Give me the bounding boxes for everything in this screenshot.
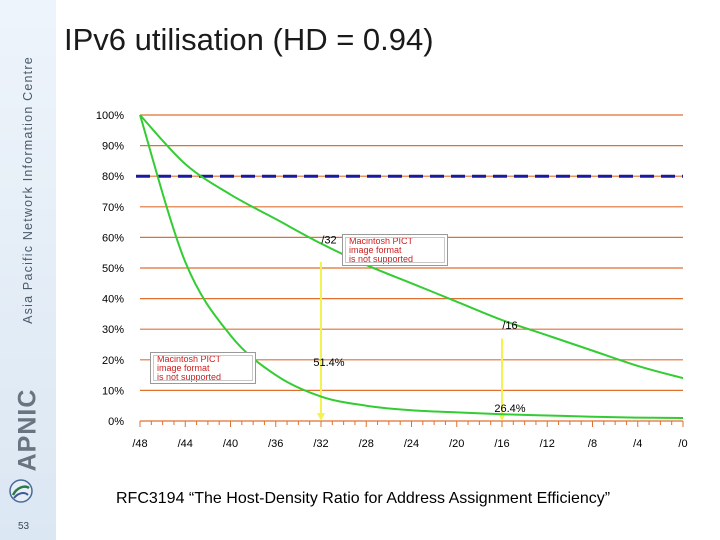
caption: RFC3194 “The Host-Density Ratio for Addr… (116, 490, 611, 507)
annotation-label: 51.4% (313, 357, 344, 369)
annotation-label: /32 (321, 235, 336, 247)
y-tick-label: 20% (102, 355, 124, 367)
x-tick-label: /44 (178, 438, 193, 450)
page-title: IPv6 utilisation (HD = 0.94) (64, 22, 434, 57)
drop-marker-arrow (317, 413, 325, 421)
y-tick-label: 0% (108, 416, 124, 428)
placeholder-line1: Macintosh PICT (157, 354, 222, 364)
placeholder-line2: image format (157, 363, 210, 373)
placeholder-line1: Macintosh PICT (349, 236, 414, 246)
y-tick-label: 30% (102, 324, 124, 336)
x-tick-label: /24 (404, 438, 419, 450)
y-tick-label: 10% (102, 385, 124, 397)
y-tick-label: 40% (102, 294, 124, 306)
x-tick-label: /28 (359, 438, 374, 450)
image-placeholder-1: Macintosh PICT image format is not suppo… (342, 234, 448, 266)
annotation-label: /16 (502, 320, 517, 332)
sidebar: Asia Pacific Network Information Centre … (0, 0, 56, 540)
page-number: 53 (18, 521, 30, 532)
x-tick-label: /16 (494, 438, 509, 450)
x-tick-label: /4 (633, 438, 642, 450)
x-tick-label: /20 (449, 438, 464, 450)
x-tick-label: /12 (540, 438, 555, 450)
utilisation-chart: 0% 10% 20% 30% 40% 50% 60% 70% 80% 90% 100% /48/44 /… (96, 110, 688, 450)
y-tick-label: 90% (102, 141, 124, 153)
org-name: Asia Pacific Network Information Centre (21, 56, 35, 324)
x-tick-label: /36 (268, 438, 283, 450)
y-tick-label: 50% (102, 263, 124, 275)
x-tick-label: /32 (313, 438, 328, 450)
globe-icon (9, 479, 33, 503)
image-placeholder-2: Macintosh PICT image format is not suppo… (150, 352, 256, 384)
y-tick-label: 70% (102, 202, 124, 214)
y-tick-label: 80% (102, 171, 124, 183)
annotation-label: 26.4% (494, 403, 525, 415)
placeholder-line2: image format (349, 245, 402, 255)
placeholder-line3: is not supported (157, 372, 222, 382)
y-tick-label: 100% (96, 110, 124, 122)
apnic-logo-text: APNIC (13, 388, 42, 472)
x-tick-label: /8 (588, 438, 597, 450)
y-tick-label: 60% (102, 232, 124, 244)
x-tick-label: /0 (678, 438, 687, 450)
placeholder-line3: is not supported (349, 254, 414, 264)
series-line-utilisation-steep (139, 114, 684, 419)
x-tick-label: /40 (223, 438, 238, 450)
x-tick-label: /48 (132, 438, 147, 450)
